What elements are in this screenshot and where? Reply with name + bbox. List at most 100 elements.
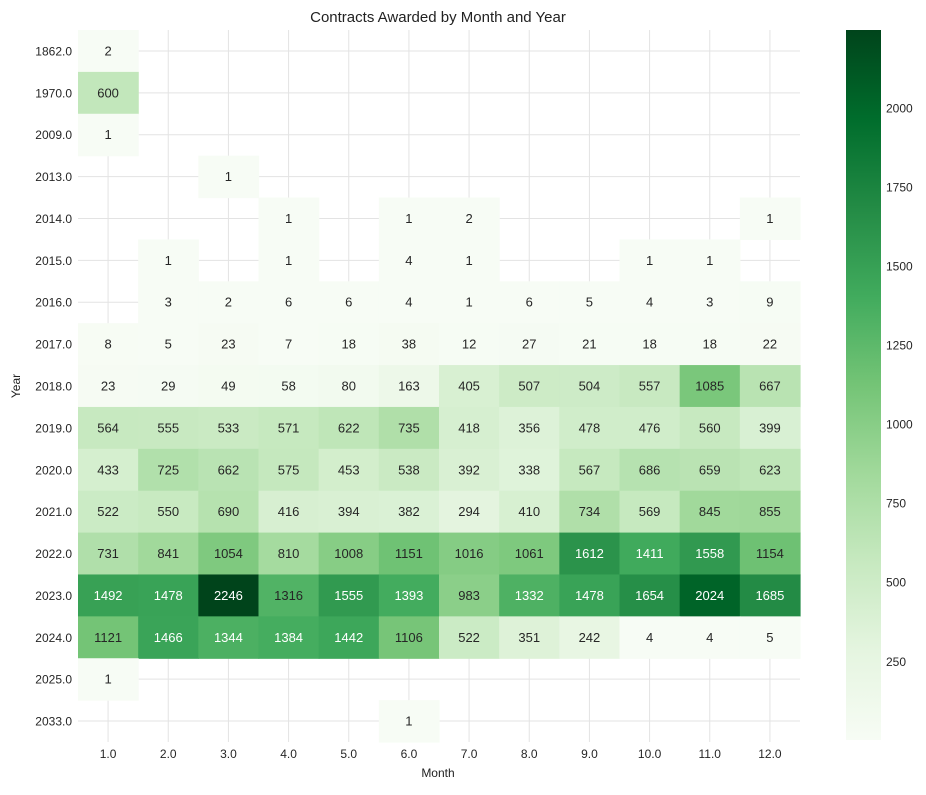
heatmap-cell: [739, 490, 801, 534]
heatmap-cell: [679, 239, 741, 282]
heatmap-cell: [739, 197, 801, 241]
cell-value-label: 410: [518, 504, 540, 519]
y-tick-label: 1862.0: [35, 44, 72, 58]
cell-value-label: 8: [104, 337, 111, 352]
cell-value-label: 5: [165, 337, 172, 352]
x-tick-label: 8.0: [521, 747, 538, 761]
y-tick-label: 2015.0: [35, 254, 72, 268]
heatmap-cell: [258, 574, 320, 617]
cell-value-label: 1154: [756, 546, 784, 561]
cell-value-label: 1: [766, 211, 773, 226]
cell-value-label: 731: [97, 546, 119, 561]
cell-value-label: 1: [165, 253, 172, 268]
heatmap-cell: [619, 616, 681, 659]
cell-value-label: 1008: [334, 546, 363, 561]
x-tick-label: 1.0: [100, 747, 117, 761]
heatmap-cell: [378, 281, 440, 324]
y-tick-label: 2017.0: [35, 338, 72, 352]
cell-value-label: 4: [646, 295, 653, 310]
heatmap-cell: [378, 323, 440, 366]
cell-value-label: 18: [642, 337, 656, 352]
cell-value-label: 533: [218, 420, 240, 435]
cell-value-label: 433: [97, 462, 119, 477]
y-tick-label: 2020.0: [35, 463, 72, 477]
cell-value-label: 855: [759, 504, 781, 519]
heatmap-cell: [619, 239, 681, 282]
heatmap-cell: [198, 490, 260, 534]
y-axis-label: Year: [9, 374, 23, 398]
x-tick-label: 4.0: [280, 747, 297, 761]
cell-value-label: 623: [759, 462, 781, 477]
colorbar-tick-label: 1000: [886, 418, 913, 432]
heatmap-cell: [439, 323, 500, 366]
cell-value-label: 667: [759, 379, 781, 394]
heatmap-cell: [739, 532, 801, 576]
cell-value-label: 4: [405, 295, 412, 310]
cell-value-label: 567: [579, 462, 601, 477]
colorbar-tick-label: 750: [886, 497, 906, 511]
heatmap-cell: [198, 574, 260, 617]
heatmap-cell: [499, 448, 560, 492]
x-axis-label: Month: [421, 766, 454, 780]
cell-value-label: 522: [458, 630, 480, 645]
y-tick-label: 2019.0: [35, 421, 72, 435]
chart-title: Contracts Awarded by Month and Year: [310, 9, 566, 26]
y-tick-label: 2025.0: [35, 673, 72, 687]
heatmap-cell: [78, 71, 139, 115]
heatmap-cell: [499, 406, 560, 450]
cell-value-label: 1: [104, 672, 111, 687]
x-tick-label: 5.0: [340, 747, 357, 761]
heatmap-cell: [198, 448, 260, 492]
cell-value-label: 23: [221, 337, 235, 352]
x-tick-label: 12.0: [758, 747, 782, 761]
heatmap-cell: [258, 239, 320, 282]
cell-value-label: 550: [157, 504, 179, 519]
colorbar-ticks: 250 500 750 1000 1250 1500 1750 2000: [886, 101, 913, 668]
cell-value-label: 1492: [94, 588, 123, 603]
heatmap-cell: [138, 239, 199, 282]
cell-value-label: 29: [161, 379, 175, 394]
cell-value-label: 507: [518, 379, 540, 394]
heatmap-cell: [679, 406, 741, 450]
cell-value-label: 1332: [515, 588, 544, 603]
cell-value-label: 1478: [575, 588, 604, 603]
x-tick-label: 6.0: [401, 747, 418, 761]
cell-value-label: 564: [97, 420, 119, 435]
heatmap-cell: [679, 574, 741, 617]
heatmap-cell: [78, 113, 139, 157]
heatmap-cell: [559, 574, 621, 617]
heatmap-cell: [619, 448, 681, 492]
cell-value-label: 4: [706, 630, 713, 645]
heatmap-cell: [378, 574, 440, 617]
cell-value-label: 3: [165, 295, 172, 310]
cell-value-label: 392: [458, 462, 480, 477]
heatmap-cell: [499, 281, 560, 324]
heatmap-cell: [559, 490, 621, 534]
y-tick-label: 2009.0: [35, 128, 72, 142]
cell-value-label: 983: [458, 588, 480, 603]
heatmap-cell: [439, 448, 500, 492]
cell-value-label: 2024: [695, 588, 724, 603]
x-tick-label: 10.0: [638, 747, 662, 761]
cell-value-label: 1442: [334, 630, 363, 645]
heatmap-cell: [378, 448, 440, 492]
x-tick-label: 11.0: [699, 747, 722, 761]
cell-value-label: 1316: [274, 588, 303, 603]
heatmap-cell: [258, 532, 320, 576]
cell-value-label: 7: [285, 337, 292, 352]
cell-value-label: 555: [157, 420, 179, 435]
cell-value-label: 575: [278, 462, 300, 477]
heatmap-cell: [619, 532, 681, 576]
cell-value-label: 560: [699, 420, 721, 435]
heatmap-cell: [739, 448, 801, 492]
heatmap-cell: [78, 365, 139, 408]
heatmap-cell: [78, 448, 139, 492]
heatmap-cell: [679, 365, 741, 408]
cell-value-label: 1555: [334, 588, 363, 603]
heatmap-cell: [619, 281, 681, 324]
cell-value-label: 80: [342, 379, 356, 394]
heatmap-cell: [138, 365, 199, 408]
cell-value-label: 1: [285, 211, 292, 226]
colorbar-gradient: [846, 30, 881, 740]
